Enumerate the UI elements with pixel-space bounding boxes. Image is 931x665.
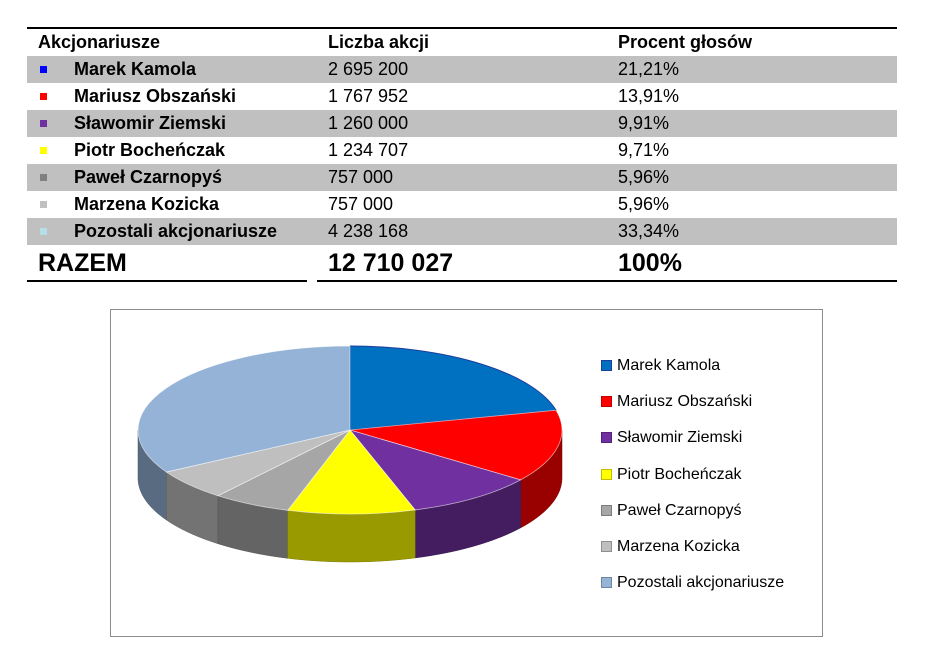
shareholder-name: Marek Kamola bbox=[74, 59, 197, 79]
pie-slice bbox=[287, 429, 416, 515]
vote-percent: 5,96% bbox=[618, 194, 670, 214]
pie-slice bbox=[349, 409, 563, 481]
shares-count: 1 767 952 bbox=[328, 86, 409, 106]
total-rule-right bbox=[317, 280, 897, 282]
legend-bullet-icon bbox=[40, 120, 47, 127]
legend-bullet-icon bbox=[40, 147, 47, 154]
vote-percent: 13,91% bbox=[618, 86, 680, 106]
legend-swatch-icon bbox=[601, 577, 612, 589]
legend-label: Marzena Kozicka bbox=[617, 538, 740, 555]
legend-label: Mariusz Obszański bbox=[617, 393, 753, 411]
table-header-row: Akcjonariusze Liczba akcji Procent głosó… bbox=[27, 29, 897, 56]
shares-count: 1 234 707 bbox=[328, 140, 409, 160]
shares-count: 2 695 200 bbox=[328, 59, 409, 79]
legend-bullet-icon bbox=[40, 201, 47, 208]
total-percent: 100% bbox=[618, 249, 682, 277]
legend-label: Marek Kamola bbox=[617, 357, 721, 374]
vote-percent: 9,71% bbox=[618, 140, 670, 160]
table-row: Piotr Bocheńczak 1 234 707 9,71% bbox=[27, 137, 897, 164]
table-row: Marek Kamola 2 695 200 21,21% bbox=[27, 56, 897, 83]
legend-swatch-icon bbox=[601, 360, 612, 371]
table-row: Paweł Czarnopyś 757 000 5,96% bbox=[27, 164, 897, 191]
vote-percent: 21,21% bbox=[618, 59, 680, 79]
pie-chart-svg bbox=[137, 345, 563, 563]
legend-bullet-icon bbox=[40, 174, 47, 181]
legend-label: Sławomir Ziemski bbox=[617, 429, 743, 447]
shareholder-name: Piotr Bocheńczak bbox=[74, 140, 226, 160]
pie-slice bbox=[348, 429, 522, 511]
legend-swatch-icon bbox=[601, 541, 612, 552]
legend-label: Piotr Bocheńczak bbox=[617, 465, 742, 483]
shares-count: 1 260 000 bbox=[328, 113, 409, 133]
table-row: Pozostali akcjonariusze 4 238 168 33,34% bbox=[27, 218, 897, 245]
table-row: Mariusz Obszański 1 767 952 13,91% bbox=[27, 83, 897, 110]
total-shares: 12 710 027 bbox=[328, 249, 454, 277]
shareholder-name: Mariusz Obszański bbox=[74, 86, 237, 106]
vote-percent: 9,91% bbox=[618, 113, 670, 133]
pie-slice-side bbox=[287, 509, 416, 563]
pie-slice bbox=[349, 345, 557, 431]
vote-percent: 33,34% bbox=[618, 221, 680, 241]
vote-percent: 5,96% bbox=[618, 167, 670, 187]
shares-count: 4 238 168 bbox=[328, 221, 409, 241]
pie-chart: Marek Kamola Mariusz Obszański Sławomir Zi… bbox=[110, 309, 823, 637]
shareholder-name: Pozostali akcjonariusze bbox=[74, 221, 278, 241]
table-row: Sławomir Ziemski 1 260 000 9,91% bbox=[27, 110, 897, 137]
shares-count: 757 000 bbox=[328, 167, 394, 187]
pie-slice bbox=[137, 345, 351, 473]
legend-swatch-icon bbox=[601, 396, 612, 408]
legend-bullet-icon bbox=[40, 93, 47, 100]
total-rule-left bbox=[27, 280, 307, 282]
table-top-rule bbox=[27, 27, 897, 29]
shareholder-name: Paweł Czarnopyś bbox=[74, 167, 223, 187]
shareholder-name: Marzena Kozicka bbox=[74, 194, 220, 214]
legend-swatch-icon bbox=[601, 504, 612, 516]
header-shares: Liczba akcji bbox=[328, 32, 430, 52]
legend-label: Paweł Czarnopyś bbox=[617, 501, 742, 519]
legend-swatch-icon bbox=[601, 468, 612, 480]
header-shareholders: Akcjonariusze bbox=[38, 32, 161, 52]
shareholder-name: Sławomir Ziemski bbox=[74, 113, 227, 133]
total-label: RAZEM bbox=[38, 249, 127, 277]
legend-label: Pozostali akcjonariusze bbox=[617, 574, 785, 592]
legend-swatch-icon bbox=[601, 432, 612, 444]
table-total-row: RAZEM 12 710 027 100% bbox=[27, 245, 897, 281]
shares-count: 757 000 bbox=[328, 194, 394, 214]
legend-bullet-icon bbox=[40, 66, 47, 73]
header-percent: Procent głosów bbox=[618, 32, 753, 52]
legend-bullet-icon bbox=[40, 228, 47, 235]
table-row: Marzena Kozicka 757 000 5,96% bbox=[27, 191, 897, 218]
